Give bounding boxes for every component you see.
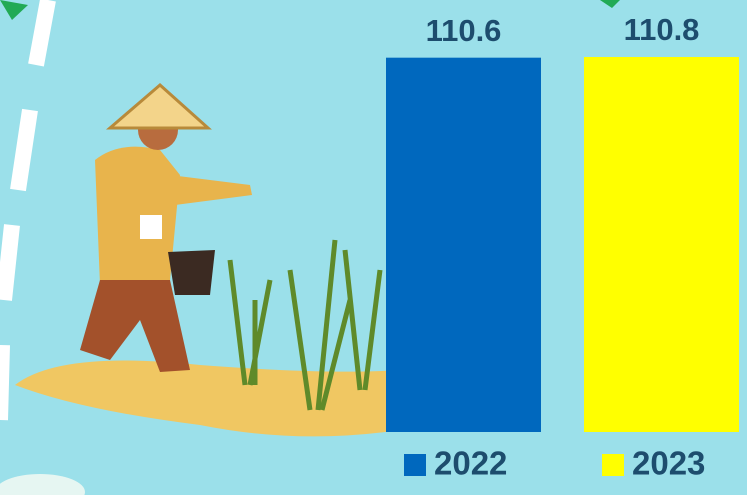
bucket xyxy=(168,250,215,295)
bar xyxy=(386,57,541,433)
data-label: 110.8 xyxy=(624,12,700,47)
legend-swatch xyxy=(602,454,624,476)
hat xyxy=(105,83,212,130)
cloud xyxy=(0,474,85,495)
rice-plants xyxy=(227,239,383,411)
shirt xyxy=(95,146,180,285)
tag xyxy=(140,215,162,239)
pants xyxy=(80,280,190,372)
bar xyxy=(584,57,739,432)
legend-swatch xyxy=(404,454,426,476)
legend-label: 2022 xyxy=(434,445,507,482)
dashed-path xyxy=(0,0,56,421)
arm xyxy=(170,175,252,205)
leaf xyxy=(0,0,28,20)
leaf xyxy=(600,0,620,8)
legend-label: 2023 xyxy=(632,445,705,482)
data-label: 110.6 xyxy=(426,13,502,48)
